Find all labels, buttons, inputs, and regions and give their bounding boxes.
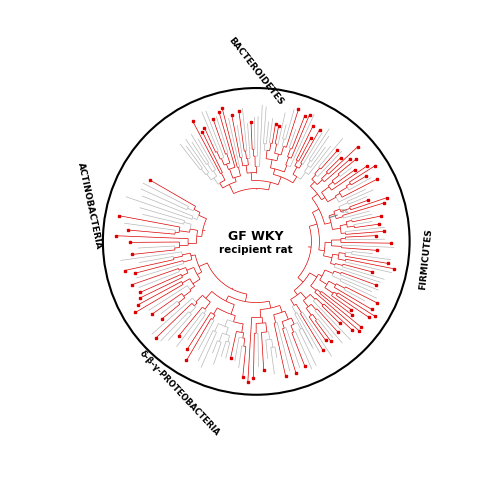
Text: δ-β-γ-PROTEOBACTERIA: δ-β-γ-PROTEOBACTERIA	[137, 348, 221, 437]
Text: ACTINOBACTERIA: ACTINOBACTERIA	[76, 162, 104, 250]
Text: 5%: 5%	[340, 208, 349, 214]
Text: FIRMICUTES: FIRMICUTES	[418, 228, 433, 290]
Text: BACTEROIDETES: BACTEROIDETES	[227, 35, 286, 107]
Text: recipient rat: recipient rat	[220, 245, 293, 255]
Text: GF WKY: GF WKY	[228, 229, 284, 242]
